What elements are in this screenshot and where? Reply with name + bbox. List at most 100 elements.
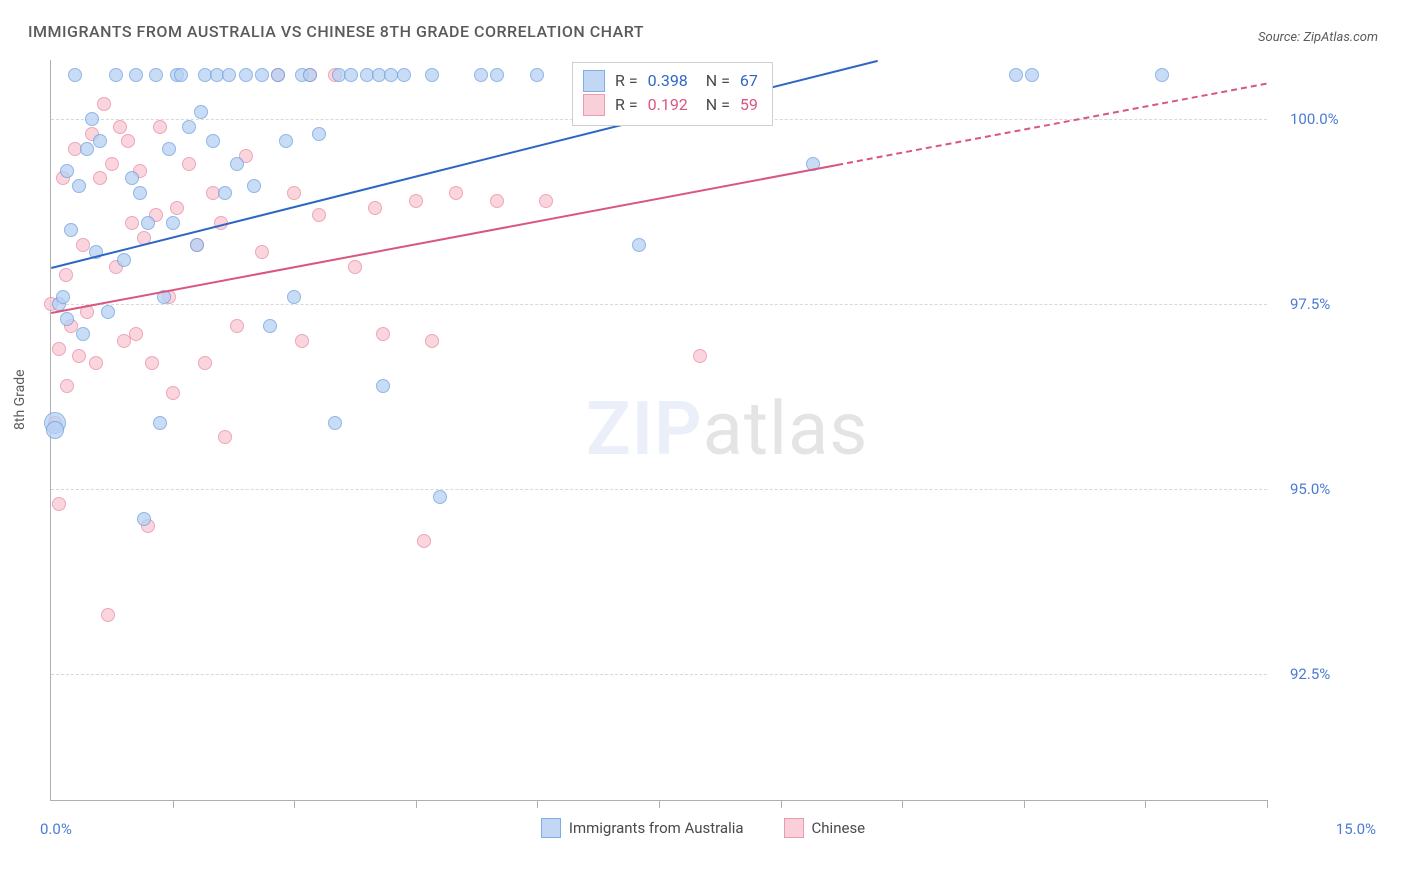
data-point-aus [60,164,74,178]
y-axis-label: 8th Grade [12,369,28,430]
stats-r-chi: 0.192 [648,93,688,117]
x-tick [902,800,903,808]
data-point-aus [68,68,82,82]
data-point-chi [125,216,139,230]
data-point-chi [59,268,73,282]
data-point-aus [109,68,123,82]
data-point-chi [255,245,269,259]
y-tick-label: 95.0% [1290,480,1330,498]
source-value: ZipAtlas.com [1303,30,1378,45]
x-tick [781,800,782,808]
data-point-chi [97,97,111,111]
data-point-aus [287,290,301,304]
stats-row-chi: R = 0.192 N = 59 [583,93,758,117]
y-tick-label: 92.5% [1290,665,1330,683]
data-point-chi [101,608,115,622]
gridline [51,304,1267,305]
watermark-rest: atlas [703,386,869,473]
data-point-aus [93,134,107,148]
data-point-aus [1009,68,1023,82]
data-point-chi [693,349,707,363]
data-point-aus [1155,68,1169,82]
data-point-aus [490,68,504,82]
x-tick [416,800,417,808]
data-point-chi [170,201,184,215]
data-point-chi [113,120,127,134]
data-point-chi [93,171,107,185]
data-point-aus [72,179,86,193]
watermark-zip: ZIP [586,386,703,473]
gridline [51,674,1267,675]
y-tick-label: 97.5% [1290,295,1330,313]
data-point-chi [295,334,309,348]
gridline [51,489,1267,490]
data-point-aus [80,142,94,156]
data-point-aus [190,238,204,252]
data-point-aus [279,134,293,148]
data-point-aus [425,68,439,82]
data-point-chi [312,208,326,222]
legend-label-aus: Immigrants from Australia [569,819,744,837]
data-point-chi [368,201,382,215]
data-point-chi [60,379,74,393]
data-point-aus [530,68,544,82]
data-point-aus [218,186,232,200]
stats-r-label: R = [615,69,638,93]
data-point-chi [52,342,66,356]
stats-r-label: R = [615,93,638,117]
data-point-chi [166,386,180,400]
data-point-aus [255,68,269,82]
x-tick [537,800,538,808]
stats-n-label: N = [698,69,730,93]
data-point-chi [105,157,119,171]
x-tick [1267,800,1268,808]
data-point-aus [129,68,143,82]
data-point-chi [121,134,135,148]
data-point-aus [312,127,326,141]
data-point-aus [397,68,411,82]
legend-item-aus: Immigrants from Australia [541,818,744,838]
x-tick [1024,800,1025,808]
data-point-aus [137,512,151,526]
data-point-aus [344,68,358,82]
stats-swatch-aus [583,70,605,92]
data-point-aus [149,68,163,82]
data-point-aus [117,253,131,267]
legend-label-chi: Chinese [812,819,866,837]
data-point-chi [182,157,196,171]
data-point-chi [348,260,362,274]
data-point-chi [449,186,463,200]
data-point-chi [129,327,143,341]
data-point-aus [166,216,180,230]
data-point-aus [153,416,167,430]
data-point-aus [1025,68,1039,82]
data-point-aus [222,68,236,82]
source-label: Source: [1258,30,1300,45]
source-attribution: Source: ZipAtlas.com [1258,30,1378,45]
stats-n-chi: 59 [740,93,758,117]
x-tick [659,800,660,808]
x-tick [173,800,174,808]
data-point-aus [632,238,646,252]
data-point-aus [64,223,78,237]
data-point-chi [153,120,167,134]
data-point-aus [247,179,261,193]
legend-swatch-aus [541,818,561,838]
data-point-aus [174,68,188,82]
data-point-chi [230,319,244,333]
data-point-aus [56,290,70,304]
data-point-chi [52,497,66,511]
data-point-aus [141,216,155,230]
data-point-aus [239,68,253,82]
data-point-aus [206,134,220,148]
data-point-aus [76,327,90,341]
data-point-chi [72,349,86,363]
data-point-chi [376,327,390,341]
data-point-aus [133,186,147,200]
data-point-chi [89,356,103,370]
data-point-aus [230,157,244,171]
data-point-aus [303,68,317,82]
data-point-aus [263,319,277,333]
legend-item-chi: Chinese [784,818,866,838]
data-point-aus [182,120,196,134]
